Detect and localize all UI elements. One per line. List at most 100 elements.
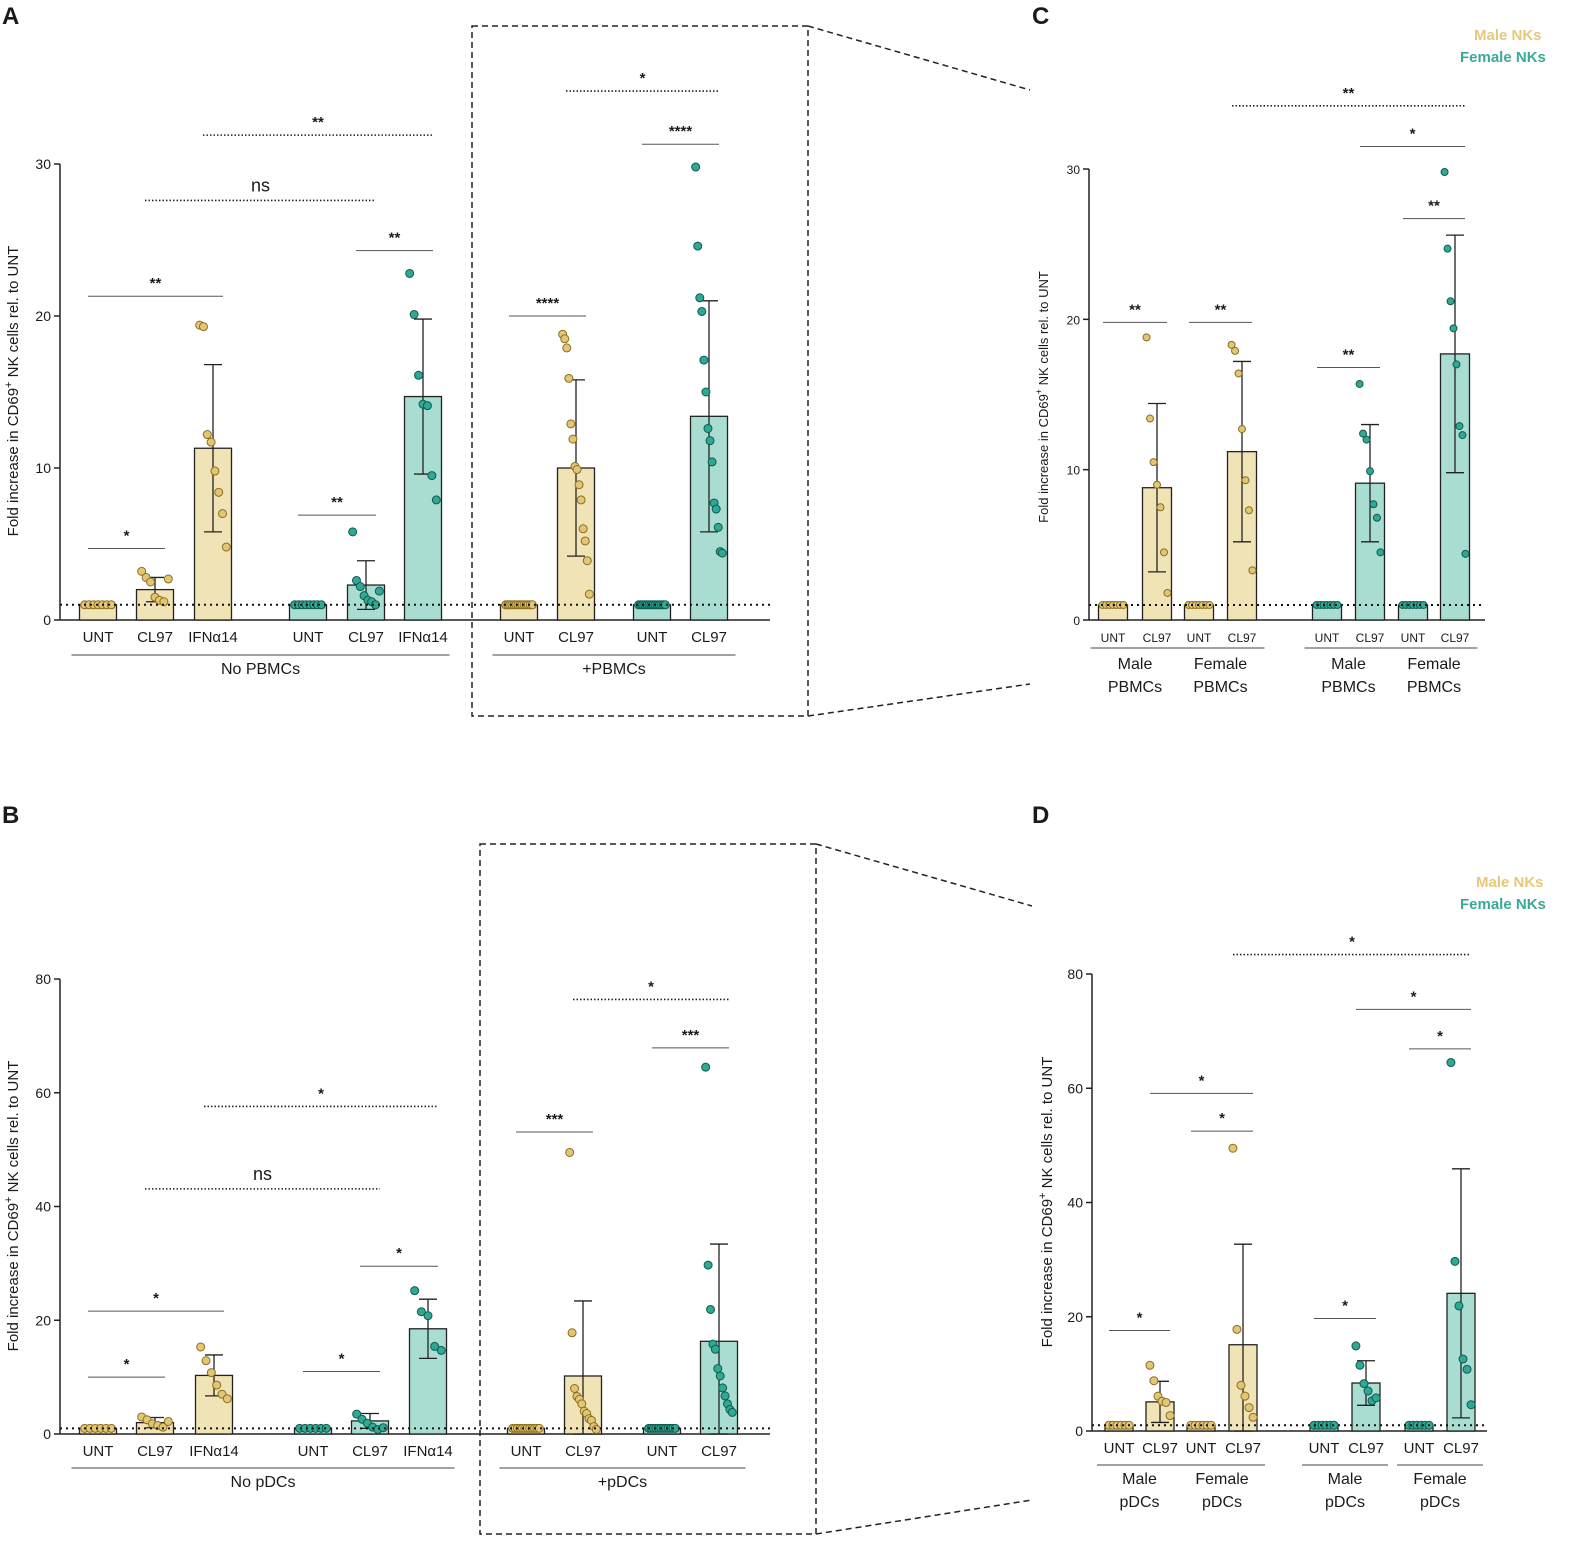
data-point [707,457,717,467]
y-tick-label: 30 [1067,163,1081,177]
data-point [1443,244,1452,253]
group-label: Male [1331,656,1366,673]
data-point [1248,1412,1258,1422]
data-point [201,1356,211,1366]
x-tick-label: CL97 [137,1443,173,1460]
x-tick-label: CL97 [1356,631,1385,645]
group-label: Female [1195,1471,1248,1488]
group-label: +pDCs [598,1474,647,1491]
y-tick-label: 10 [35,460,51,476]
data-point [416,1307,426,1317]
data-point [405,268,415,278]
y-axis-label-main: Fold increase in CD69 [1039,1199,1056,1347]
significance-label: ** [312,114,324,131]
y-tick-label: 20 [1067,313,1081,327]
data-point [222,1394,232,1404]
y-tick-label: 20 [35,1312,51,1328]
group-label-second-line: pDCs [1325,1494,1365,1511]
data-point [1234,369,1243,378]
data-point [158,1422,168,1432]
data-point [1232,1324,1242,1334]
x-tick-label: UNT [1101,631,1126,645]
data-point [348,527,358,537]
significance-label: **** [536,295,560,312]
data-point [1466,1400,1476,1410]
group-label: Male [1122,1471,1157,1488]
significance-label: ** [1428,198,1440,215]
data-point [431,495,441,505]
data-point [701,1062,711,1072]
group-label: Male [1118,656,1153,673]
data-point [1363,1386,1373,1396]
data-point [1369,500,1378,509]
data-point [1156,503,1165,512]
x-tick-label: CL97 [1225,1440,1261,1457]
y-tick-label: 80 [35,971,51,987]
chart-panel-d: 0 20 40 60 80 Fold increase in CD69+ NK cells… [1037,934,1487,1511]
x-tick-label: UNT [298,1443,329,1460]
significance-label: ** [331,494,343,511]
data-point [410,1286,420,1296]
data-point [1372,513,1381,522]
data-point [1446,297,1455,306]
significance-label: * [396,1245,402,1262]
data-point [711,504,721,514]
y-tick-label: 80 [1067,966,1083,982]
data-point [1333,600,1342,609]
data-point [1359,429,1368,438]
data-point [1351,1341,1361,1351]
significance-label: * [1437,1028,1443,1045]
data-point [703,423,713,433]
y-axis-label-main: Fold increase in CD69 [5,1203,22,1351]
group-label: No pDCs [231,1474,296,1491]
group-label: No PBMCs [221,661,300,678]
y-tick-label: 20 [1067,1309,1083,1325]
y-tick-label: 30 [35,156,51,172]
x-tick-label: UNT [83,629,114,646]
data-point [580,536,590,546]
data-point [576,495,586,505]
data-point [1241,476,1250,485]
data-point [715,1371,725,1381]
data-point [584,589,594,599]
data-point [574,480,584,490]
data-point [206,1368,216,1378]
x-tick-label: CL97 [137,629,173,646]
y-tick-label: 40 [35,1199,51,1215]
data-point [214,487,224,497]
chart-panel-a: 0 10 20 30 Fold increase in CD69+ NK cells r… [3,70,770,678]
x-tick-label: UNT [1309,1440,1340,1457]
significance-label: * [1137,1309,1143,1326]
significance-label: * [1219,1110,1225,1127]
data-point [1355,379,1364,388]
data-point [1244,506,1253,515]
significance-label: ns [251,175,270,195]
data-point [374,586,384,596]
data-point [693,241,703,251]
significance-label: * [648,978,654,995]
data-point [202,430,212,440]
significance-label: *** [682,1027,700,1044]
significance-label: ** [1343,346,1355,363]
x-tick-label: CL97 [352,1443,388,1460]
x-tick-label: IFNα14 [403,1443,453,1460]
y-tick-label: 0 [43,612,51,628]
data-point [703,1260,713,1270]
data-point [705,436,715,446]
data-point [570,1384,580,1393]
data-point [212,1380,222,1390]
data-point [717,548,727,558]
data-point [691,162,701,172]
significance-label: * [124,1356,130,1373]
zoom-box-bottom [479,843,1033,1535]
data-point [1227,340,1236,349]
data-point [409,309,419,319]
data-point [713,522,723,532]
y-tick-label: 20 [35,308,51,324]
data-point [352,1409,362,1419]
data-point [1462,1364,1472,1374]
y-tick-label: 0 [1075,1423,1083,1439]
x-tick-label: UNT [637,629,668,646]
data-point [1450,1256,1460,1266]
data-point [1452,360,1461,369]
